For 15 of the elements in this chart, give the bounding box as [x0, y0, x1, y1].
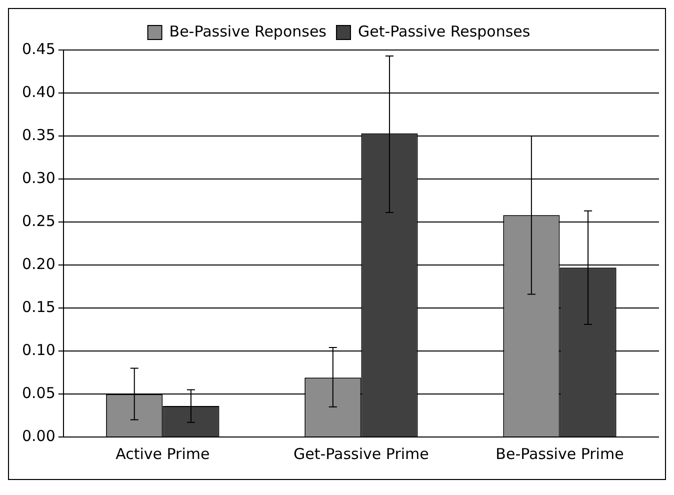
y-tick-label: 0.35	[22, 126, 56, 144]
y-tick-label: 0.25	[22, 212, 56, 230]
y-tick-label: 0.00	[22, 426, 56, 445]
y-tick-label: 0.45	[22, 40, 56, 58]
y-tick-label: 0.05	[22, 384, 56, 402]
x-tick-label: Be-Passive Prime	[496, 444, 624, 463]
y-tick-label: 0.30	[22, 168, 56, 187]
legend-label: Get-Passive Responses	[358, 22, 530, 40]
y-tick-label: 0.20	[22, 254, 56, 273]
y-tick-label: 0.15	[22, 298, 56, 316]
legend-label: Be-Passive Reponses	[169, 22, 327, 40]
x-tick-label: Get-Passive Prime	[294, 444, 429, 463]
y-tick-label: 0.10	[22, 340, 56, 359]
y-tick-label: 0.40	[22, 82, 56, 101]
x-tick-label: Active Prime	[116, 444, 210, 463]
